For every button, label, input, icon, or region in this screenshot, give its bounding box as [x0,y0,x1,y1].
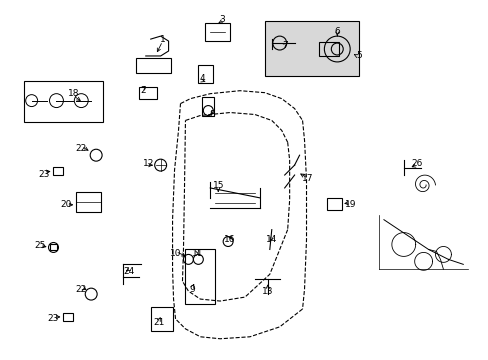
Bar [49,244,57,251]
Bar [319,42,339,56]
Text: 23: 23 [38,170,49,179]
Bar [264,21,358,76]
Text: 22: 22 [76,285,87,294]
Text: 25: 25 [34,241,45,250]
Bar [205,23,230,41]
Text: 17: 17 [301,174,313,183]
Bar [198,65,213,83]
Text: 9: 9 [189,285,195,294]
Bar [76,192,101,212]
Text: 16: 16 [224,235,235,244]
Text: 1: 1 [160,35,165,44]
Text: 11: 11 [191,249,203,258]
Bar [185,249,215,304]
Text: 21: 21 [153,318,164,327]
Text: 15: 15 [212,181,224,190]
Text: 3: 3 [219,15,224,24]
Bar [150,307,172,331]
Bar [202,96,214,117]
Bar [326,198,342,210]
Text: 10: 10 [169,249,181,258]
Text: 12: 12 [143,159,154,168]
Bar [53,167,63,175]
Text: 23: 23 [48,314,59,323]
Text: 26: 26 [410,159,422,168]
Bar [139,87,156,99]
Bar [24,81,103,122]
Text: 5: 5 [355,51,361,60]
Bar [63,313,73,321]
Text: 7: 7 [281,41,287,50]
Text: 24: 24 [123,267,134,276]
Text: 6: 6 [334,27,340,36]
Text: 13: 13 [262,287,273,296]
Text: 8: 8 [209,110,215,119]
Text: 20: 20 [61,200,72,209]
Text: 4: 4 [199,74,205,83]
Text: 14: 14 [265,235,277,244]
Text: 18: 18 [67,89,79,98]
Text: 2: 2 [140,86,145,95]
Bar [136,58,170,73]
Text: 19: 19 [345,200,356,209]
Text: 22: 22 [76,144,87,153]
